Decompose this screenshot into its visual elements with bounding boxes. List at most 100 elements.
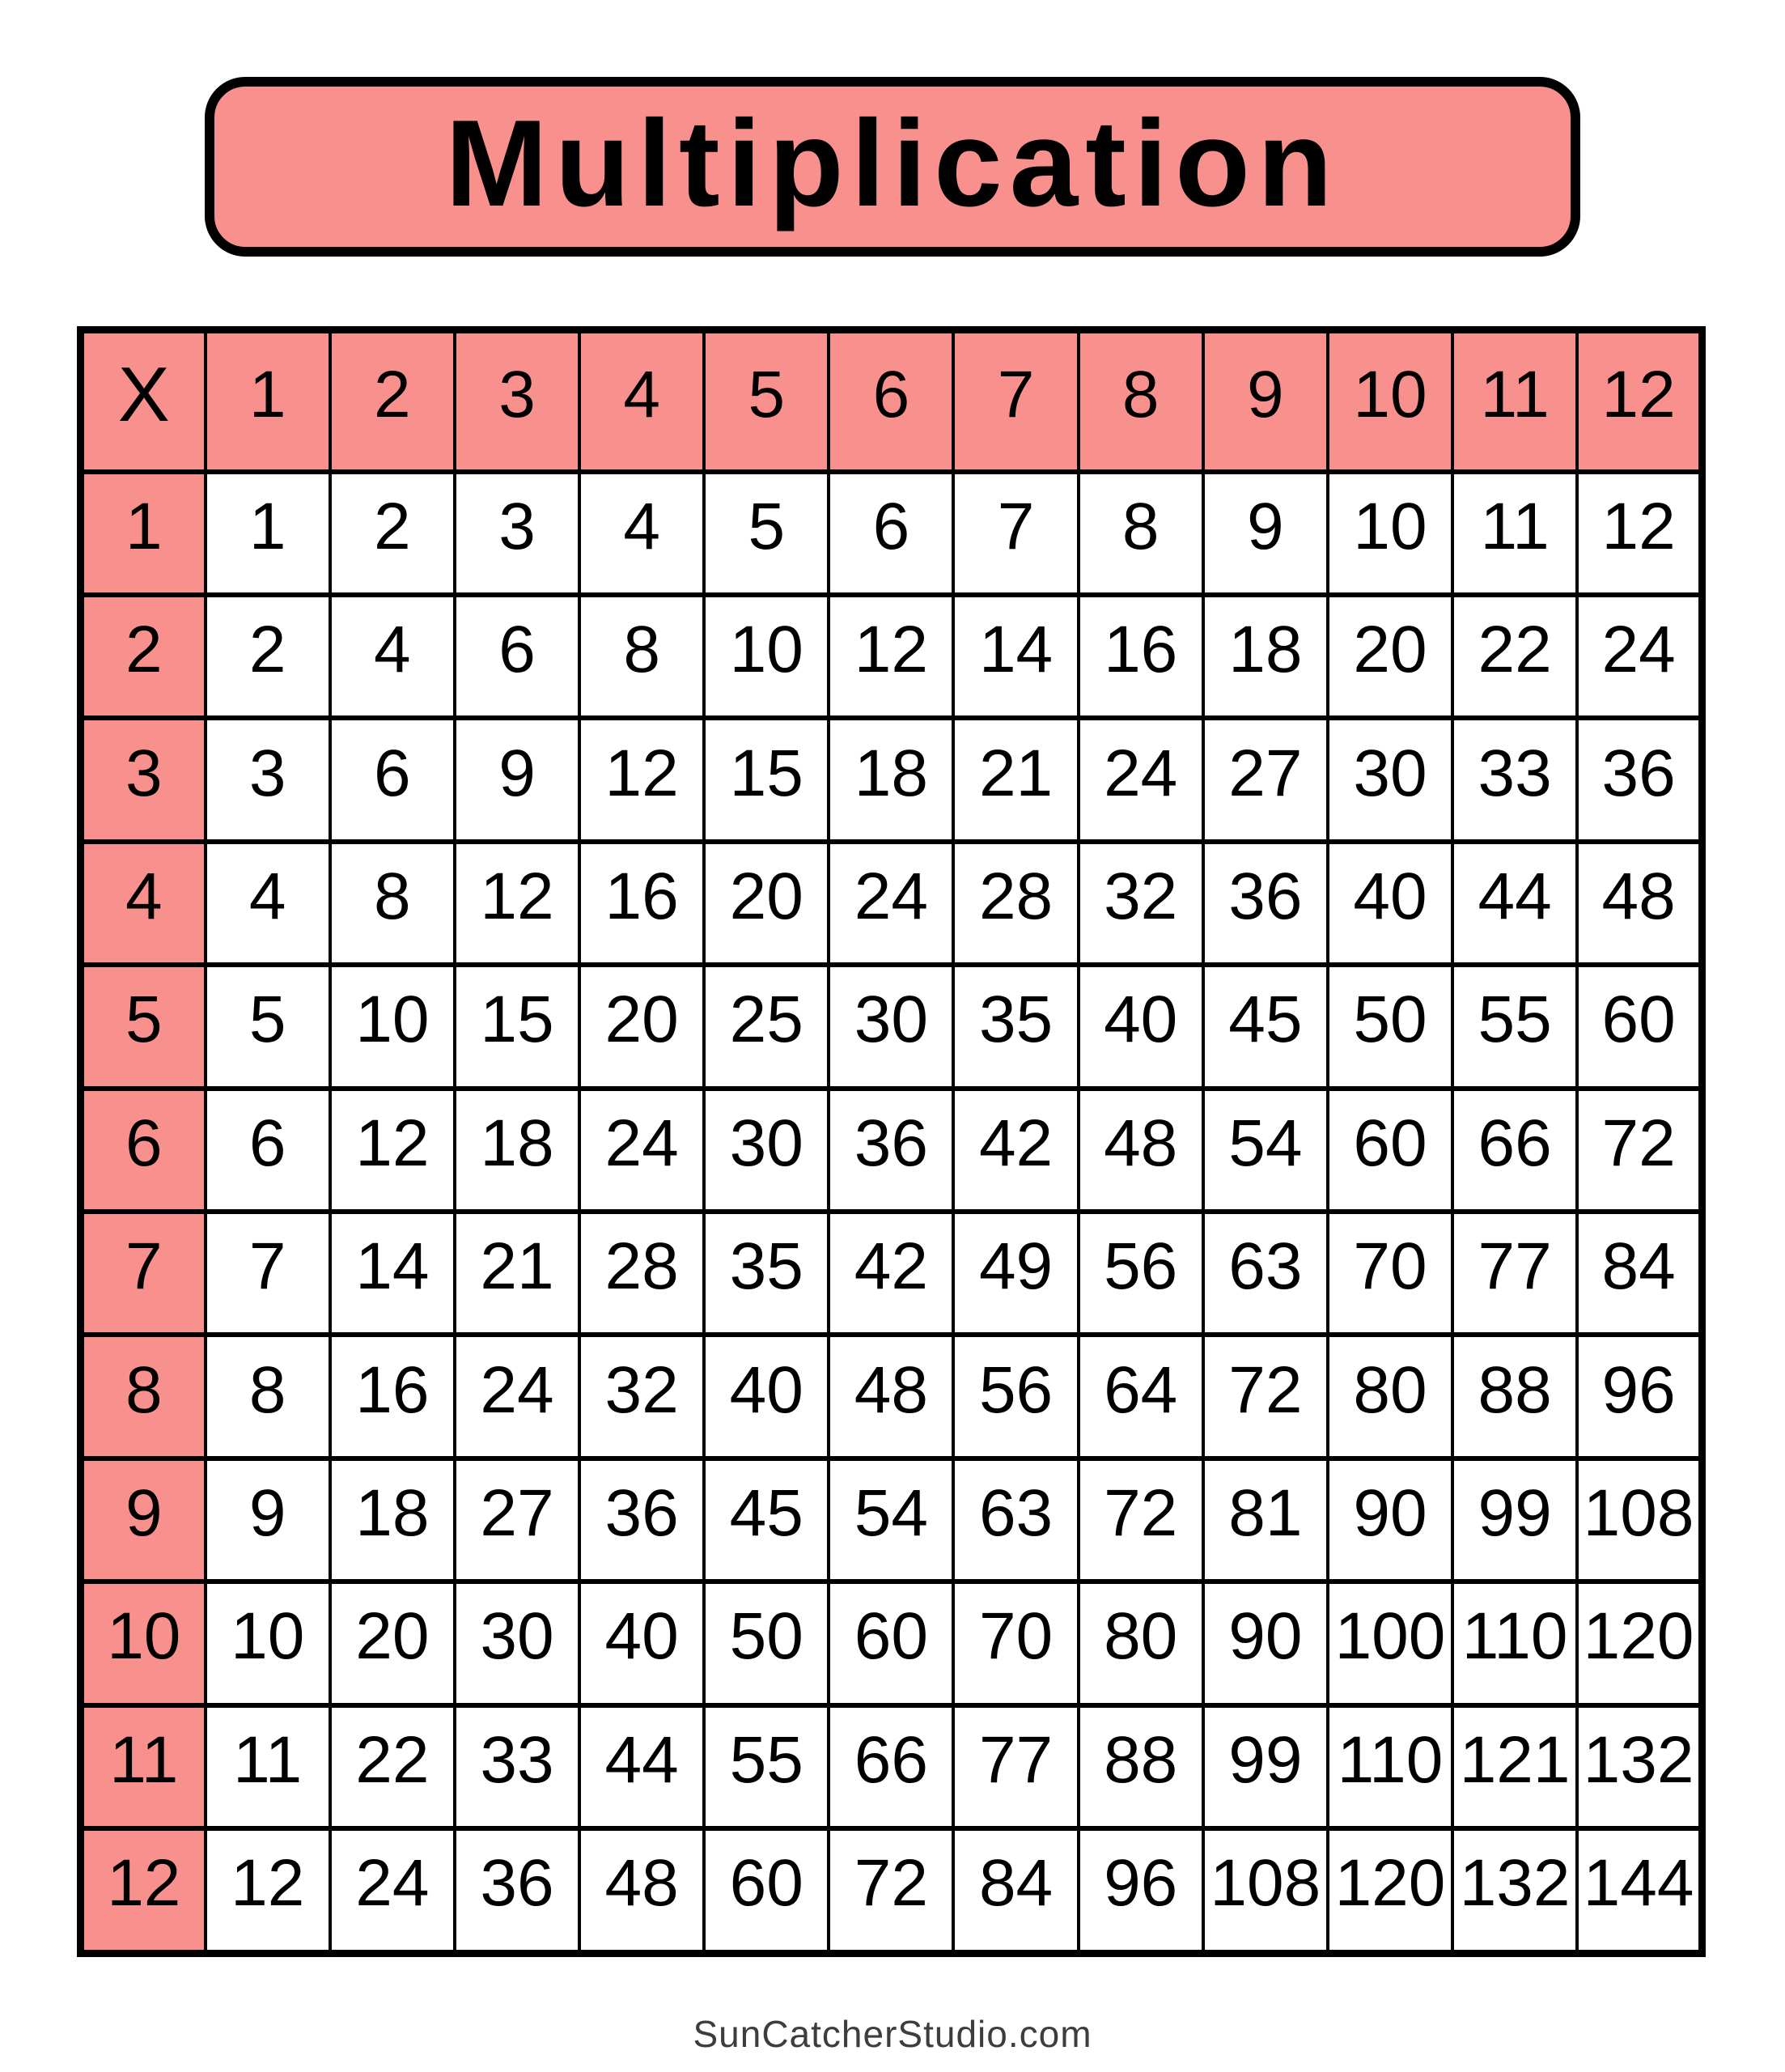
row-header-cell: 1 [78,469,207,597]
table-row: 1 1 2 3 4 5 6 7 8 9 10 11 12 [78,469,1704,597]
product-cell: 33 [452,1702,582,1831]
product-cell: 84 [952,1825,1080,1956]
product-cell: 66 [1451,1085,1579,1214]
product-cell: 40 [702,1332,831,1461]
product-cell: 14 [328,1208,456,1338]
footer-credit: SunCatcherStudio.com [693,2013,1092,2055]
product-cell: 60 [702,1825,831,1956]
product-cell: 72 [827,1825,956,1956]
product-cell: 10 [702,592,831,721]
product-cell: 40 [1325,839,1455,968]
table-row: 6 6 12 18 24 30 36 42 48 54 60 66 72 [78,1085,1704,1214]
product-cell: 3 [203,715,332,844]
product-cell: 16 [1076,592,1205,721]
product-cell: 32 [578,1332,706,1461]
product-cell: 90 [1201,1579,1329,1708]
product-cell: 27 [452,1455,582,1585]
product-cell: 12 [203,1825,332,1956]
product-cell: 90 [1325,1455,1455,1585]
product-cell: 8 [1076,469,1205,597]
product-cell: 5 [702,469,831,597]
product-cell: 36 [827,1085,956,1214]
product-cell: 70 [1325,1208,1455,1338]
product-cell: 24 [827,839,956,968]
product-cell: 8 [328,839,456,968]
product-cell: 6 [452,592,582,721]
product-cell: 12 [578,715,706,844]
product-cell: 99 [1451,1455,1579,1585]
product-cell: 15 [702,715,831,844]
product-cell: 7 [952,469,1080,597]
product-cell: 12 [452,839,582,968]
product-cell: 18 [1201,592,1329,721]
product-cell: 22 [328,1702,456,1831]
product-cell: 30 [1325,715,1455,844]
product-cell: 30 [702,1085,831,1214]
column-header-cell: 9 [1201,327,1329,474]
product-cell: 36 [452,1825,582,1956]
product-cell: 2 [203,592,332,721]
product-cell: 10 [328,962,456,1091]
product-cell: 42 [827,1208,956,1338]
product-cell: 96 [1076,1825,1205,1956]
product-cell: 7 [203,1208,332,1338]
product-cell: 44 [1451,839,1579,968]
table-row: 7 7 14 21 28 35 42 49 56 63 70 77 84 [78,1208,1704,1338]
row-header-cell: 7 [78,1208,207,1338]
product-cell: 48 [1076,1085,1205,1214]
product-cell: 18 [452,1085,582,1214]
table-row: 5 5 10 15 20 25 30 35 40 45 50 55 60 [78,962,1704,1091]
product-cell: 9 [203,1455,332,1585]
product-cell: 80 [1076,1579,1205,1708]
product-cell: 5 [203,962,332,1091]
product-cell: 54 [827,1455,956,1585]
product-cell: 30 [827,962,956,1091]
product-cell: 6 [328,715,456,844]
product-cell: 63 [952,1455,1080,1585]
column-header-cell: 11 [1451,327,1579,474]
product-cell: 2 [328,469,456,597]
product-cell: 25 [702,962,831,1091]
row-header-cell: 12 [78,1825,207,1956]
table-row: 10 10 20 30 40 50 60 70 80 90 100 110 120 [78,1579,1704,1708]
table-row: 12 12 24 36 48 60 72 84 96 108 120 132 144 [78,1825,1704,1956]
column-header-cell: 12 [1575,327,1704,474]
product-cell: 33 [1451,715,1579,844]
column-header-cell: 7 [952,327,1080,474]
product-cell: 27 [1201,715,1329,844]
product-cell: 110 [1451,1579,1579,1708]
product-cell: 132 [1575,1702,1704,1831]
product-cell: 4 [203,839,332,968]
product-cell: 144 [1575,1825,1704,1956]
product-cell: 40 [578,1579,706,1708]
product-cell: 35 [702,1208,831,1338]
product-cell: 16 [578,839,706,968]
multiplication-grid: X 1 2 3 4 5 6 7 8 9 10 11 12 1 1 2 3 4 5 6 7 8 9 10 11 12 2 2 4 6 8 10 1… [77,326,1706,1957]
product-cell: 49 [952,1208,1080,1338]
product-cell: 96 [1575,1332,1704,1461]
product-cell: 48 [827,1332,956,1461]
product-cell: 42 [952,1085,1080,1214]
product-cell: 6 [203,1085,332,1214]
product-cell: 60 [1325,1085,1455,1214]
product-cell: 55 [702,1702,831,1831]
product-cell: 108 [1201,1825,1329,1956]
product-cell: 50 [1325,962,1455,1091]
column-header-cell: 4 [578,327,706,474]
product-cell: 80 [1325,1332,1455,1461]
product-cell: 8 [203,1332,332,1461]
product-cell: 4 [328,592,456,721]
product-cell: 22 [1451,592,1579,721]
title-banner: Multiplication [205,77,1580,257]
product-cell: 88 [1076,1702,1205,1831]
product-cell: 132 [1451,1825,1579,1956]
product-cell: 54 [1201,1085,1329,1214]
product-cell: 6 [827,469,956,597]
product-cell: 14 [952,592,1080,721]
product-cell: 81 [1201,1455,1329,1585]
product-cell: 8 [578,592,706,721]
product-cell: 55 [1451,962,1579,1091]
product-cell: 72 [1575,1085,1704,1214]
column-header-cell: 5 [702,327,831,474]
product-cell: 70 [952,1579,1080,1708]
